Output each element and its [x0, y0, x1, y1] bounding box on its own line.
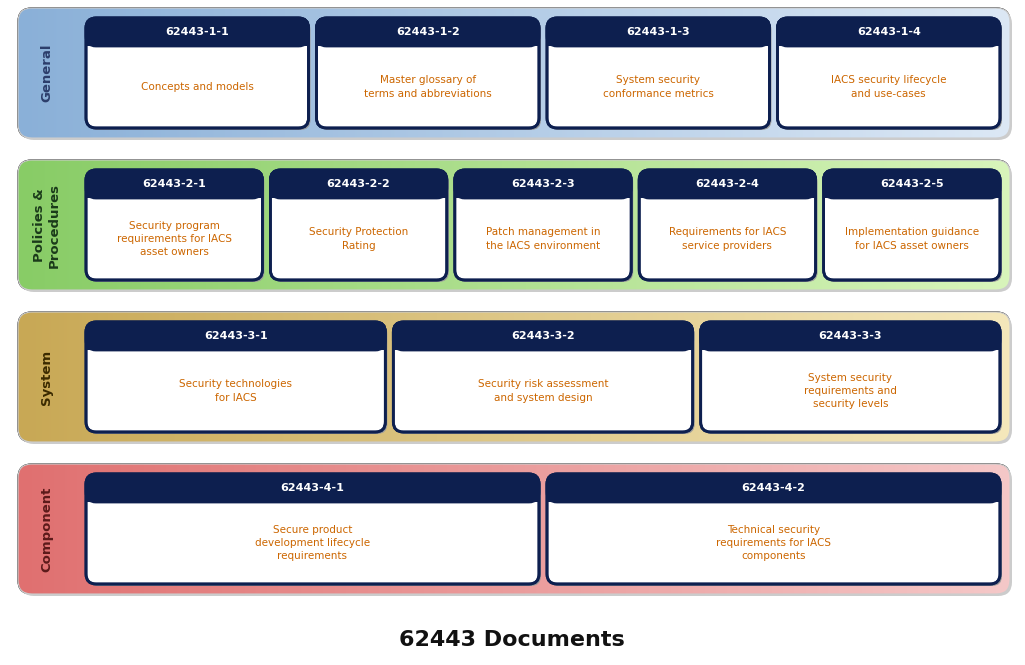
- FancyBboxPatch shape: [640, 170, 816, 198]
- FancyBboxPatch shape: [549, 20, 772, 130]
- Bar: [547, 32, 770, 46]
- FancyBboxPatch shape: [549, 476, 1002, 586]
- Text: 62443-1-4: 62443-1-4: [857, 27, 920, 37]
- FancyBboxPatch shape: [779, 20, 1002, 130]
- Text: Patch management in
the IACS environment: Patch management in the IACS environment: [486, 227, 601, 251]
- Text: 62443-4-2: 62443-4-2: [741, 483, 806, 493]
- Text: Concepts and models: Concepts and models: [140, 82, 254, 92]
- Text: Requirements for IACS
service providers: Requirements for IACS service providers: [668, 227, 786, 251]
- FancyBboxPatch shape: [547, 18, 770, 128]
- FancyBboxPatch shape: [703, 324, 1002, 434]
- FancyBboxPatch shape: [273, 172, 449, 282]
- Bar: [778, 32, 1000, 46]
- Text: 62443-3-1: 62443-3-1: [204, 331, 268, 341]
- FancyBboxPatch shape: [319, 20, 541, 130]
- FancyBboxPatch shape: [825, 172, 1002, 282]
- FancyBboxPatch shape: [455, 170, 631, 280]
- FancyBboxPatch shape: [396, 324, 695, 434]
- FancyBboxPatch shape: [547, 474, 1000, 584]
- FancyBboxPatch shape: [547, 474, 1000, 502]
- FancyBboxPatch shape: [86, 18, 309, 46]
- FancyBboxPatch shape: [20, 314, 1012, 444]
- Text: System security
conformance metrics: System security conformance metrics: [603, 75, 713, 98]
- Text: Policies &
Procedures: Policies & Procedures: [33, 182, 61, 267]
- Text: System security
requirements and
security levels: System security requirements and securit…: [804, 373, 897, 409]
- Text: 62443-3-2: 62443-3-2: [511, 331, 575, 341]
- FancyBboxPatch shape: [778, 18, 1000, 128]
- FancyBboxPatch shape: [701, 322, 1000, 350]
- Text: System: System: [41, 349, 53, 404]
- Text: Security program
requirements for IACS
asset owners: Security program requirements for IACS a…: [117, 221, 232, 257]
- FancyBboxPatch shape: [455, 170, 631, 198]
- FancyBboxPatch shape: [18, 160, 1010, 290]
- FancyBboxPatch shape: [642, 172, 818, 282]
- FancyBboxPatch shape: [88, 476, 541, 586]
- FancyBboxPatch shape: [18, 312, 1010, 442]
- FancyBboxPatch shape: [640, 170, 816, 280]
- FancyBboxPatch shape: [20, 162, 1012, 292]
- FancyBboxPatch shape: [701, 322, 1000, 432]
- Bar: [455, 184, 631, 198]
- FancyBboxPatch shape: [86, 322, 385, 350]
- Text: 62443-2-3: 62443-2-3: [511, 179, 575, 189]
- Text: Security technologies
for IACS: Security technologies for IACS: [179, 380, 292, 402]
- Text: 62443-2-5: 62443-2-5: [880, 179, 944, 189]
- Text: 62443-1-2: 62443-1-2: [396, 27, 459, 37]
- Bar: [317, 32, 539, 46]
- Text: 62443-1-1: 62443-1-1: [165, 27, 230, 37]
- Bar: [86, 184, 262, 198]
- FancyBboxPatch shape: [271, 170, 447, 198]
- Text: Implementation guidance
for IACS asset owners: Implementation guidance for IACS asset o…: [845, 227, 979, 251]
- Text: 62443-4-1: 62443-4-1: [281, 483, 344, 493]
- Bar: [86, 32, 309, 46]
- FancyBboxPatch shape: [457, 172, 633, 282]
- Text: Security risk assessment
and system design: Security risk assessment and system desi…: [478, 380, 608, 402]
- FancyBboxPatch shape: [394, 322, 693, 350]
- Bar: [547, 488, 1000, 502]
- Bar: [86, 336, 385, 350]
- Text: General: General: [41, 44, 53, 102]
- Text: 62443 Documents: 62443 Documents: [399, 630, 625, 650]
- FancyBboxPatch shape: [86, 170, 262, 280]
- Text: 62443-3-3: 62443-3-3: [819, 331, 883, 341]
- FancyBboxPatch shape: [86, 18, 309, 128]
- Bar: [394, 336, 693, 350]
- FancyBboxPatch shape: [271, 170, 447, 280]
- Text: 62443-1-3: 62443-1-3: [626, 27, 690, 37]
- Bar: [824, 184, 1000, 198]
- Text: Component: Component: [41, 486, 53, 572]
- Bar: [86, 488, 539, 502]
- Text: 62443-2-1: 62443-2-1: [142, 179, 206, 189]
- Text: Secure product
development lifecycle
requirements: Secure product development lifecycle req…: [255, 525, 370, 561]
- Bar: [640, 184, 816, 198]
- FancyBboxPatch shape: [317, 18, 539, 128]
- Text: 62443-2-2: 62443-2-2: [327, 179, 391, 189]
- Text: IACS security lifecycle
and use-cases: IACS security lifecycle and use-cases: [831, 75, 946, 98]
- FancyBboxPatch shape: [88, 20, 311, 130]
- FancyBboxPatch shape: [824, 170, 1000, 280]
- Text: Master glossary of
terms and abbreviations: Master glossary of terms and abbreviatio…: [364, 75, 492, 98]
- Text: Technical security
requirements for IACS
components: Technical security requirements for IACS…: [716, 525, 831, 561]
- FancyBboxPatch shape: [18, 464, 1010, 594]
- FancyBboxPatch shape: [86, 322, 385, 432]
- Bar: [701, 336, 1000, 350]
- FancyBboxPatch shape: [317, 18, 539, 46]
- FancyBboxPatch shape: [20, 466, 1012, 596]
- FancyBboxPatch shape: [20, 10, 1012, 140]
- FancyBboxPatch shape: [88, 324, 387, 434]
- Text: 62443-2-4: 62443-2-4: [696, 179, 760, 189]
- FancyBboxPatch shape: [86, 474, 539, 584]
- FancyBboxPatch shape: [778, 18, 1000, 46]
- FancyBboxPatch shape: [88, 172, 264, 282]
- FancyBboxPatch shape: [824, 170, 1000, 198]
- FancyBboxPatch shape: [86, 170, 262, 198]
- FancyBboxPatch shape: [547, 18, 770, 46]
- FancyBboxPatch shape: [394, 322, 693, 432]
- Text: Security Protection
Rating: Security Protection Rating: [309, 227, 408, 251]
- FancyBboxPatch shape: [18, 8, 1010, 138]
- Bar: [271, 184, 447, 198]
- FancyBboxPatch shape: [86, 474, 539, 502]
